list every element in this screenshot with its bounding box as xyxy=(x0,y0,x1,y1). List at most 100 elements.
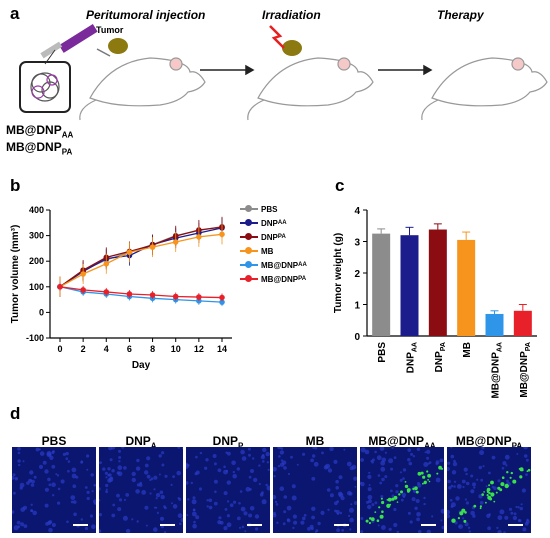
legend-label: DNP xyxy=(261,218,278,228)
y-tick-label: 0 xyxy=(39,307,44,317)
y-tick-label: 400 xyxy=(29,205,44,215)
micrograph-title-base: MB xyxy=(305,434,325,448)
series-line xyxy=(59,286,223,299)
scale-bar xyxy=(73,524,88,526)
panel-c-label: c xyxy=(335,176,345,195)
legend-label-sub: AA xyxy=(298,262,307,268)
data-point xyxy=(80,287,86,293)
x-tick-label: 4 xyxy=(104,344,109,354)
x-tick-label: 0 xyxy=(57,344,62,354)
chart-legend: PBS DNP AA DNP PA MB MB@DNP AA MB@DNP PA xyxy=(240,202,330,302)
bar xyxy=(513,310,532,336)
y-tick-label: 3 xyxy=(354,238,360,249)
micrograph-title: DNPA xyxy=(99,434,183,450)
panel-a-label: a xyxy=(10,4,20,23)
micrograph-image xyxy=(183,447,272,533)
category-label: DNPAA xyxy=(406,342,419,373)
micrograph-title: DNPP xyxy=(186,434,270,450)
category-label: MB@DNPAA xyxy=(491,342,504,399)
legend-entry: DNP AA xyxy=(240,216,287,230)
bar xyxy=(372,233,391,336)
y-tick-label: 2 xyxy=(354,269,360,280)
x-tick-label: 6 xyxy=(127,344,132,354)
series-line xyxy=(59,226,223,288)
legend-swatch xyxy=(240,261,258,269)
panel-b-label: b xyxy=(10,176,21,195)
nanoparticle-box xyxy=(19,61,71,113)
scale-bar xyxy=(160,524,175,526)
scale-bar xyxy=(334,524,349,526)
category-label: DNPPA xyxy=(434,342,447,372)
micrograph-title-base: PBS xyxy=(41,434,67,448)
legend-entry: PBS xyxy=(240,202,277,216)
micrograph-texture xyxy=(183,447,272,533)
arrow-icon xyxy=(200,64,433,76)
data-point xyxy=(149,292,156,298)
x-tick-label: 14 xyxy=(217,344,227,354)
tumor-weight-chart: 0 1 2 3 4 Tumor weight (g) PBS DNPAA DNPPA MB MB@D… xyxy=(333,206,537,399)
micrograph-title-base: MB@DNP xyxy=(455,434,512,448)
data-point xyxy=(196,294,202,300)
data-point xyxy=(219,231,225,238)
data-point xyxy=(219,294,225,301)
formulation-pa-label: MB@DNPPA xyxy=(6,140,72,159)
micrograph-texture xyxy=(271,445,358,533)
micrograph-title-base: DNP xyxy=(212,434,238,448)
formulation-pa-sub: PA xyxy=(61,147,73,157)
micrograph-title-sub: P xyxy=(238,441,244,451)
y-tick-label: 200 xyxy=(29,256,44,266)
panel-a-illustration xyxy=(19,24,548,121)
data-point xyxy=(196,234,202,240)
x-tick-label: 8 xyxy=(150,344,155,354)
legend-label: MB@DNP xyxy=(261,274,299,284)
legend-label-sub: PA xyxy=(298,276,307,282)
bar xyxy=(400,235,419,336)
legend-swatch xyxy=(240,247,258,255)
scale-bar xyxy=(508,524,523,526)
legend-label: MB xyxy=(261,246,274,256)
legend-swatch xyxy=(240,275,258,283)
nanoparticle-icon xyxy=(30,72,60,102)
y-tick-label: 0 xyxy=(354,332,360,343)
y-axis-label: Tumor volume (mm³) xyxy=(10,225,21,324)
bar xyxy=(457,239,476,336)
legend-label: DNP xyxy=(261,232,278,242)
mouse-icon-1 xyxy=(79,57,206,121)
bar xyxy=(428,229,447,336)
y-tick-label: 1 xyxy=(354,301,360,312)
x-tick-label: 12 xyxy=(194,344,204,354)
legend-label: MB@DNP xyxy=(261,260,299,270)
stage-irradiation-label: Irradiation xyxy=(262,8,321,22)
data-point xyxy=(172,293,179,300)
micrograph-title: MB xyxy=(273,434,357,448)
mouse-icon-2 xyxy=(247,57,374,121)
bar xyxy=(485,313,504,336)
micrograph-image xyxy=(445,444,531,535)
micrograph-image xyxy=(97,445,185,534)
tumor-volume-chart: -100 0 100 200 300 400 0 2 4 6 8 10 12 14 Day Tumor vol… xyxy=(10,205,232,371)
legend-swatch xyxy=(240,219,258,227)
legend-entry: DNP PA xyxy=(240,230,286,244)
data-point xyxy=(149,244,156,250)
tumor-icon-1 xyxy=(108,38,128,54)
data-point xyxy=(103,260,110,267)
formulation-pa-base: MB@DNP xyxy=(6,140,62,154)
scale-bar xyxy=(247,524,262,526)
x-tick-label: 2 xyxy=(81,344,86,354)
micrograph-title-sub: A xyxy=(150,441,157,451)
scale-bar xyxy=(421,524,436,526)
micrograph-image xyxy=(358,446,446,535)
mouse-icon-3 xyxy=(421,57,548,121)
category-label: MB@DNPPA xyxy=(519,342,532,398)
data-point xyxy=(172,239,179,245)
series-line xyxy=(59,286,223,303)
legend-label: PBS xyxy=(261,204,278,214)
micrograph-title-sub: AA xyxy=(424,441,436,451)
y-tick-label: 4 xyxy=(354,206,360,217)
micrograph-title: MB@DNPAA xyxy=(360,434,444,450)
lightning-icon xyxy=(269,25,285,49)
x-axis-label: Day xyxy=(132,360,151,371)
x-tick-label: 10 xyxy=(171,344,181,354)
formulation-aa-base: MB@DNP xyxy=(6,123,62,137)
category-label: MB xyxy=(462,342,473,358)
